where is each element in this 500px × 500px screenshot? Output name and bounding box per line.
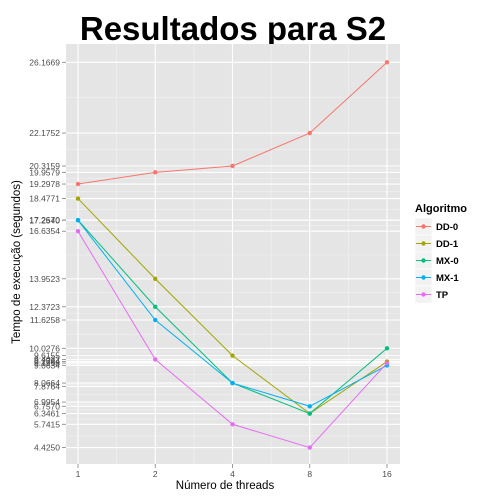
legend-item-tp: TP <box>414 285 449 304</box>
data-point-dd-1 <box>75 196 81 201</box>
x-tick-label: 1 <box>76 469 81 479</box>
y-tick-label: 6.9954 <box>34 397 60 407</box>
y-tick-label: 9.6155 <box>34 351 60 361</box>
x-tick-label: 16 <box>382 469 392 479</box>
y-tick-label: 17.2540 <box>29 215 60 225</box>
data-point-mx-0 <box>384 346 390 351</box>
data-point-mx-0 <box>153 304 158 309</box>
data-point-dd-0 <box>75 181 81 187</box>
y-tick-label: 4.4250 <box>34 443 60 453</box>
x-tick-label: 2 <box>153 469 158 479</box>
data-point-dd-0 <box>230 163 235 169</box>
y-axis-label: Tempo de execução (segundos) <box>11 180 23 344</box>
y-tick-label: 6.3461 <box>34 409 60 419</box>
chart-title: Resultados para S2 <box>80 10 386 47</box>
y-tick-label: 9.2784 <box>34 357 60 367</box>
legend-item-dd-1: DD-1 <box>414 234 459 253</box>
data-point-mx-1 <box>307 404 312 409</box>
legend: Algoritmo DD-0 DD-1 MX-0 MX-1 TP <box>414 203 467 304</box>
data-point-tp <box>230 422 235 427</box>
x-tick-label: 4 <box>230 469 235 479</box>
data-point-tp <box>75 229 81 234</box>
major-gridlines <box>66 44 400 464</box>
legend-key-point <box>421 275 426 280</box>
series-tp <box>75 229 390 450</box>
data-point-mx-1 <box>75 218 81 223</box>
legend-label-mx-1: MX-1 <box>436 273 459 284</box>
data-point-tp <box>153 357 158 362</box>
y-tick-label: 19.9579 <box>29 167 60 177</box>
legend-label-dd-0: DD-0 <box>436 222 458 233</box>
y-tick-label: 8.0664 <box>34 378 60 388</box>
y-tick-label: 9.1958 <box>34 358 60 368</box>
x-axis-label: Número de threads <box>176 480 275 492</box>
legend-label-mx-0: MX-0 <box>436 256 459 267</box>
y-tick-label: 16.6354 <box>29 226 60 236</box>
y-tick-label: 6.7570 <box>34 401 60 411</box>
data-point-mx-1 <box>230 380 235 386</box>
data-point-dd-1 <box>230 353 235 358</box>
y-tick-label: 9.4032 <box>34 354 60 364</box>
y-tick-label: 19.2978 <box>29 179 60 189</box>
y-tick-label: 10.0276 <box>29 343 60 353</box>
legend-key-point <box>421 258 426 263</box>
x-tick-label: 8 <box>307 469 312 479</box>
legend-key-point <box>421 292 426 297</box>
y-tick-label: 7.8764 <box>34 381 60 391</box>
y-tick-label: 13.9523 <box>29 274 60 284</box>
legend-item-mx-1: MX-1 <box>414 268 459 287</box>
data-point-dd-0 <box>307 130 312 136</box>
y-tick-label: 17.2670 <box>29 215 60 225</box>
data-point-dd-0 <box>153 170 158 175</box>
x-axis-ticks: 1 2 4 8 16 <box>76 464 392 479</box>
y-tick-label: 22.1752 <box>29 128 60 138</box>
y-tick-label: 5.7415 <box>34 419 60 429</box>
y-tick-label: 11.6258 <box>30 315 60 325</box>
data-point-dd-0 <box>384 60 390 65</box>
y-tick-label: 9.0634 <box>34 360 60 370</box>
legend-title: Algoritmo <box>415 203 467 215</box>
data-point-mx-0 <box>307 411 312 416</box>
series-lines <box>75 60 390 450</box>
legend-key-point <box>421 224 426 229</box>
series-dd-0 <box>75 60 390 187</box>
data-point-tp <box>384 360 390 366</box>
series-mx-1 <box>75 218 390 409</box>
legend-label-tp: TP <box>436 290 449 301</box>
data-point-tp <box>307 445 312 450</box>
legend-key-point <box>421 241 426 246</box>
y-tick-label: 26.1669 <box>29 57 60 67</box>
legend-label-dd-1: DD-1 <box>436 239 459 250</box>
y-tick-label: 20.3159 <box>29 161 60 171</box>
data-point-mx-1 <box>153 317 158 323</box>
y-tick-label: 12.3723 <box>29 302 60 312</box>
legend-item-dd-0: DD-0 <box>414 217 458 236</box>
data-point-dd-1 <box>153 276 158 281</box>
y-tick-label: 18.4771 <box>29 194 60 204</box>
legend-item-mx-0: MX-0 <box>414 251 459 270</box>
